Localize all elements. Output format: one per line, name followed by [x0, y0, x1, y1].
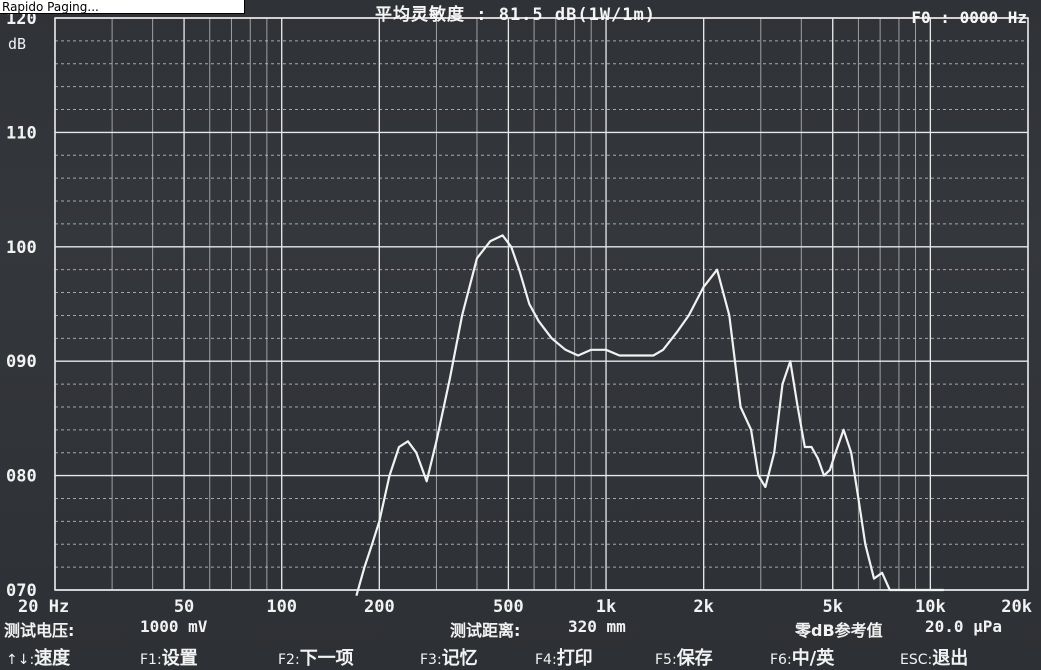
reference-label: 零dB参考值 [795, 621, 883, 640]
x-tick-label: 1k [596, 597, 616, 617]
top-label-overlay: Rapido Paging... [0, 0, 245, 14]
function-key-0[interactable]: ↑↓:速度 [6, 644, 70, 670]
function-key-label: 记忆 [441, 648, 478, 669]
y-tick-label: 090 [6, 352, 37, 372]
function-key-code: ESC: [900, 652, 933, 668]
function-key-6[interactable]: F6:中/英 [770, 644, 834, 670]
sensitivity-header: 平均灵敏度 : 81.5 dB(1W/1m) [375, 5, 656, 25]
function-key-label: 打印 [556, 648, 593, 669]
function-key-code: F1: [140, 652, 162, 668]
function-key-7[interactable]: ESC:退出 [900, 644, 968, 670]
y-tick-label: 120 [6, 9, 37, 29]
voltage-label: 测试电压: [4, 621, 75, 640]
x-tick-label: 500 [493, 597, 524, 617]
function-key-label: 设置 [161, 648, 198, 669]
plot-frame [54, 17, 1029, 591]
function-key-code: ↑↓: [6, 652, 35, 668]
function-key-4[interactable]: F4:打印 [535, 644, 593, 670]
function-key-5[interactable]: F5:保存 [655, 644, 713, 670]
function-key-3[interactable]: F3:记忆 [420, 644, 478, 670]
function-key-code: F6: [770, 652, 792, 668]
voltage-value: 1000 mV [140, 617, 208, 636]
y-tick-label: 080 [6, 467, 37, 487]
y-tick-label: 100 [6, 238, 37, 258]
function-key-label: 下一项 [299, 648, 354, 669]
function-key-label: 中/英 [791, 648, 835, 669]
x-tick-label: 5k [822, 597, 842, 617]
function-key-row: ↑↓:速度 F1:设置 F2:下一项 F3:记忆 F4:打印 F5:保存 F6:中/英 ESC… [0, 644, 1041, 670]
response-curve [355, 234, 944, 596]
function-key-code: F3: [420, 652, 442, 668]
function-key-label: 退出 [932, 648, 969, 669]
x-tick-label: 200 [364, 597, 395, 617]
y-unit-label: dB [8, 35, 26, 53]
x-tick-label: 50 [174, 597, 194, 617]
x-tick-label: 20k [1001, 597, 1032, 617]
function-key-2[interactable]: F2:下一项 [278, 644, 354, 670]
distance-value: 320 mm [568, 617, 626, 636]
distance-label: 测试距离: [450, 621, 521, 640]
reference-value: 20.0 μPa [925, 617, 1003, 636]
function-key-code: F5: [655, 652, 677, 668]
function-key-label: 保存 [676, 648, 713, 669]
x-tick-label: 2k [693, 597, 713, 617]
test-parameters-row: 测试电压: 1000 mV 测试距离: 320 mm 零dB参考值 20.0 μ… [0, 617, 1041, 643]
function-key-code: F2: [278, 652, 300, 668]
y-tick-label: 110 [6, 123, 37, 143]
function-key-1[interactable]: F1:设置 [140, 644, 198, 670]
function-key-label: 速度 [34, 648, 71, 669]
y-tick-label: 070 [6, 581, 37, 601]
x-tick-label: 100 [266, 597, 297, 617]
x-tick-label: 20 Hz [18, 597, 69, 617]
function-key-code: F4: [535, 652, 557, 668]
f0-readout: F0 : 0000 Hz [911, 8, 1027, 27]
x-tick-label: 10k [915, 597, 946, 617]
